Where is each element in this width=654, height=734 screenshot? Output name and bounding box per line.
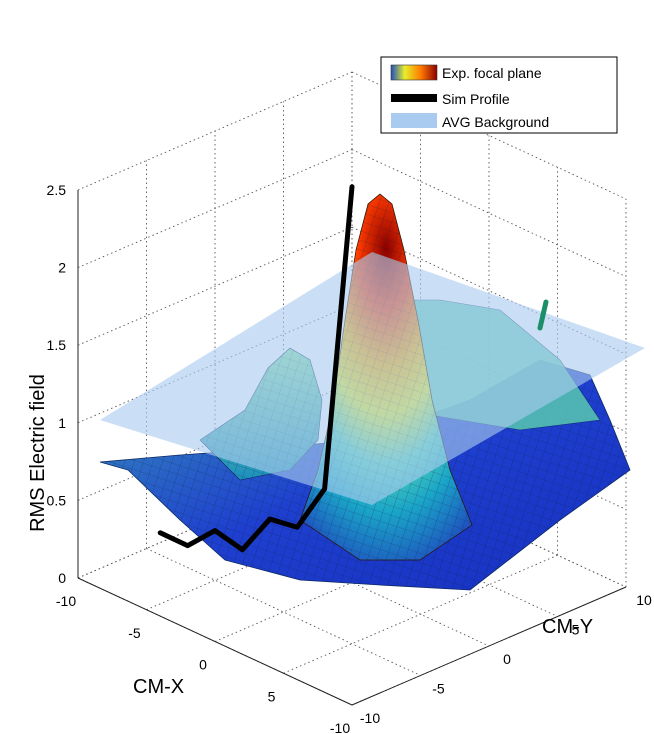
legend: Exp. focal plane Sim Profile AVG Backgro… bbox=[380, 56, 618, 134]
x-tick-label: 5 bbox=[268, 688, 276, 704]
grid-line bbox=[77, 226, 353, 346]
grid-line bbox=[351, 586, 627, 706]
y-tick-label: -5 bbox=[432, 681, 445, 697]
legend-label-exp-focal-plane: Exp. focal plane bbox=[442, 65, 542, 81]
y-tick-label: 5 bbox=[572, 622, 580, 638]
z-tick-label: 1 bbox=[58, 415, 66, 431]
x-axis-label: CM-X bbox=[133, 676, 184, 698]
grid-line bbox=[77, 71, 353, 191]
legend-label-sim-profile: Sim Profile bbox=[442, 91, 510, 107]
grid-line bbox=[351, 149, 627, 278]
y-axis-label: CM-Y bbox=[542, 616, 593, 638]
x-tick-label: 0 bbox=[199, 657, 207, 673]
y-tick-label: -10 bbox=[360, 710, 380, 726]
x-tick-label: -5 bbox=[128, 625, 141, 641]
grid-line bbox=[146, 548, 421, 676]
legend-swatch-exp-focal-plane bbox=[390, 64, 438, 81]
z-axis-label: RMS Electric field bbox=[27, 374, 49, 532]
y-tick-label: 10 bbox=[636, 592, 652, 608]
y-tick-label: 0 bbox=[503, 651, 511, 667]
z-tick-label: 2 bbox=[58, 260, 66, 276]
x-tick-labels: -10 -5 0 5 -10 bbox=[56, 593, 350, 734]
x-tick-label: -10 bbox=[56, 593, 76, 609]
z-tick-label: 0.5 bbox=[47, 492, 67, 508]
z-tick-label: 0 bbox=[58, 570, 66, 586]
line-sim-profile-back bbox=[537, 299, 549, 331]
line-sim-profile bbox=[157, 184, 355, 553]
plane-avg-background bbox=[100, 252, 645, 505]
grid-line bbox=[77, 149, 353, 269]
z-tick-label: 2.5 bbox=[47, 182, 67, 198]
legend-label-avg-background: AVG Background bbox=[442, 114, 549, 130]
legend-swatch-sim-profile bbox=[391, 94, 437, 102]
z-tick-labels: 0 0.5 1 1.5 2 2.5 bbox=[47, 182, 67, 586]
z-tick-label: 1.5 bbox=[47, 337, 67, 353]
legend-swatch-avg-background bbox=[391, 113, 437, 128]
x-tick-label: -10 bbox=[330, 720, 350, 734]
y-tick-labels: -10 -5 0 5 10 bbox=[360, 592, 652, 726]
grid-line bbox=[77, 577, 353, 706]
grid-line bbox=[283, 554, 558, 674]
